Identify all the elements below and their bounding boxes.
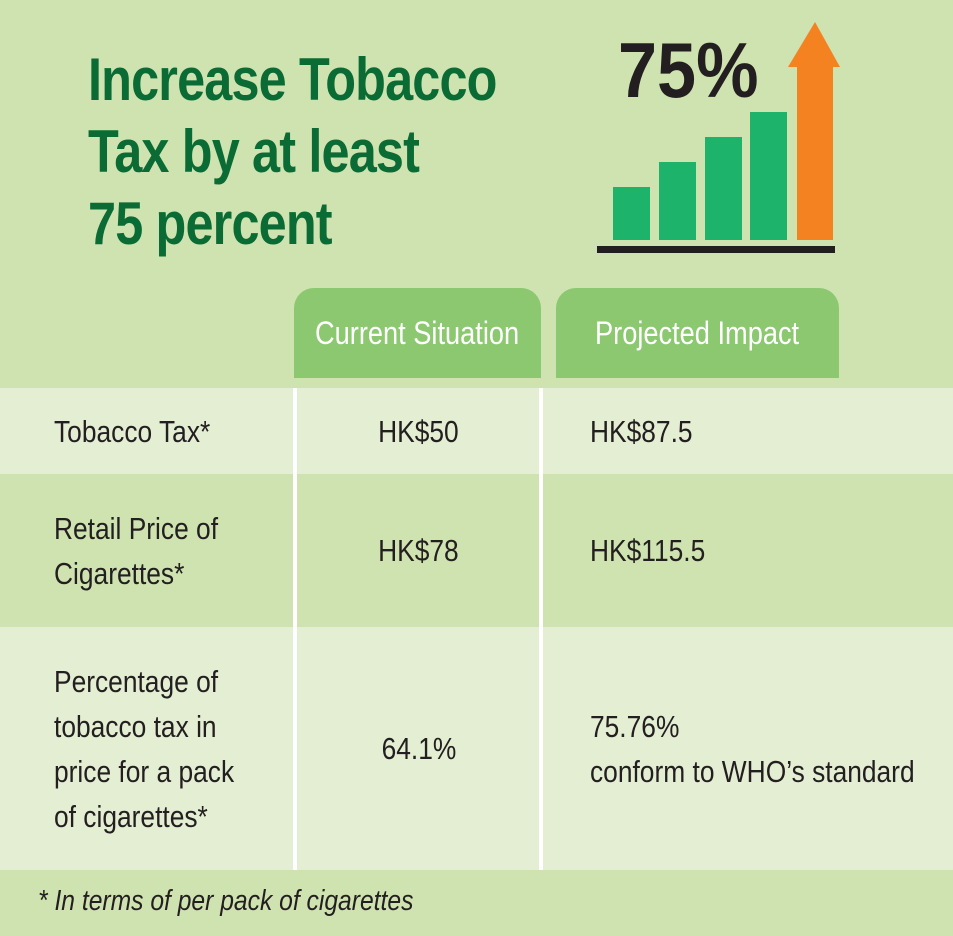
title-line: Increase Tobacco xyxy=(88,46,497,113)
text-line: HK$78 xyxy=(378,533,459,568)
current-value: HK$78 xyxy=(296,474,541,627)
text-line: 64.1% xyxy=(381,731,456,766)
text-line: HK$115.5 xyxy=(590,533,706,568)
table-row: Tobacco Tax* HK$50 HK$87.5 xyxy=(0,388,953,474)
footnote: * In terms of per pack of cigarettes xyxy=(38,885,414,917)
projected-value: HK$87.5 xyxy=(590,388,711,474)
row-label: Tobacco Tax* xyxy=(54,388,238,474)
divider xyxy=(539,388,543,870)
divider xyxy=(293,388,297,870)
title-line: Tax by at least xyxy=(88,118,420,185)
bar-icon xyxy=(597,22,840,253)
column-header: Current Situation xyxy=(294,288,541,378)
row-label: Percentage of tobacco tax in price for a p… xyxy=(54,627,266,870)
text-line: HK$50 xyxy=(378,413,459,449)
text-line: of cigarettes* xyxy=(54,798,208,834)
text-line: Cigarettes* xyxy=(54,555,185,591)
table-row: Retail Price of Cigarettes* HK$78 HK$115.5 xyxy=(0,474,953,627)
title: Increase Tobacco Tax by at least 75 percen… xyxy=(88,44,497,260)
text-line: conform to WHO’s standard xyxy=(590,753,915,789)
text-line: 75.76% xyxy=(590,708,680,744)
table-row: Percentage of tobacco tax in price for a p… xyxy=(0,627,953,870)
text-line: Percentage of xyxy=(54,663,219,699)
projected-value: 75.76% conform to WHO’s standard xyxy=(590,627,953,870)
title-line: 75 percent xyxy=(88,190,333,257)
badge: 75% xyxy=(618,26,759,114)
text-line: price for a pack xyxy=(54,753,235,789)
current-value: HK$50 xyxy=(296,388,541,474)
projected-value: HK$115.5 xyxy=(590,474,726,627)
text-line: HK$87.5 xyxy=(590,413,693,449)
text-line: Tobacco Tax* xyxy=(54,413,211,449)
column-header: Projected Impact xyxy=(556,288,839,378)
text-line: tobacco tax in xyxy=(54,708,217,744)
current-value: 64.1% xyxy=(296,627,541,870)
row-label: Retail Price of Cigarettes* xyxy=(54,474,247,627)
text-line: Retail Price of xyxy=(54,510,219,546)
